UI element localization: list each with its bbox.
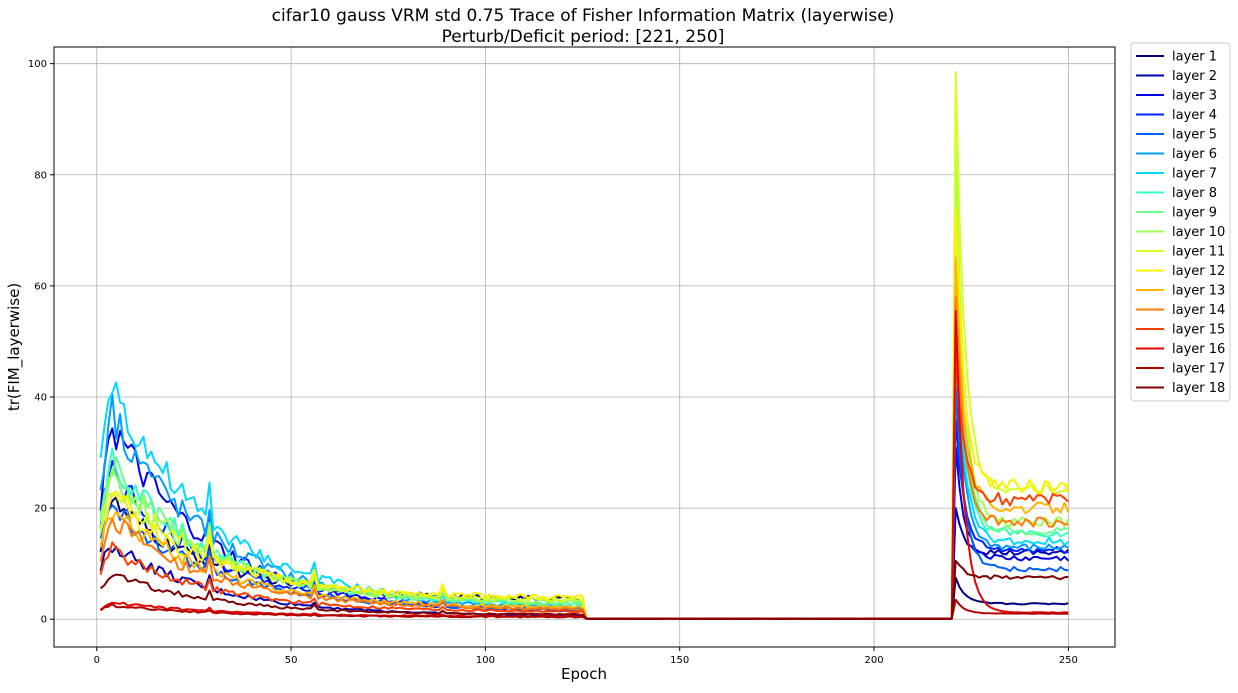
y-tick-label: 20 (34, 504, 47, 515)
y-tick-label: 0 (41, 615, 47, 626)
y-tick-label: 80 (34, 170, 47, 181)
axis-ticks: 0 50 100 150 200 250 0 20 40 60 80 100 (28, 59, 1078, 666)
legend-label-layer-15: layer 15 (1172, 323, 1225, 338)
series-line-layer-18 (99, 559, 1069, 620)
y-tick-label: 100 (28, 59, 47, 70)
y-tick-label: 40 (34, 393, 47, 404)
legend: layer 1 layer 2 layer 3 layer 4 layer 5 layer… (1130, 42, 1231, 402)
legend-label-layer-6: layer 6 (1172, 147, 1217, 162)
x-tick-label: 200 (864, 655, 883, 666)
y-axis-label: tr(FIM_layerwise) (5, 283, 24, 411)
plot-area-frame (53, 46, 1116, 648)
legend-label-layer-17: layer 17 (1172, 362, 1225, 377)
legend-label-layer-3: layer 3 (1172, 89, 1217, 104)
legend-label-layer-18: layer 18 (1172, 381, 1225, 396)
legend-frame (1130, 42, 1231, 402)
legend-label-layer-4: layer 4 (1172, 108, 1217, 123)
legend-label-layer-13: layer 13 (1172, 284, 1225, 299)
y-tick-label: 60 (34, 281, 47, 292)
x-tick-label: 250 (1059, 655, 1078, 666)
series-lines (99, 71, 1070, 620)
legend-label-layer-7: layer 7 (1172, 167, 1217, 182)
legend-label-layer-16: layer 16 (1172, 342, 1225, 357)
legend-label-layer-1: layer 1 (1172, 50, 1217, 65)
legend-label-layer-10: layer 10 (1172, 225, 1225, 240)
x-tick-label: 150 (670, 655, 689, 666)
x-tick-label: 0 (94, 655, 100, 666)
x-axis-label: Epoch (561, 665, 607, 683)
x-tick-label: 100 (476, 655, 495, 666)
legend-label-layer-12: layer 12 (1172, 264, 1225, 279)
x-tick-label: 50 (285, 655, 298, 666)
legend-label-layer-5: layer 5 (1172, 128, 1217, 143)
grid-lines (54, 47, 1115, 647)
legend-label-layer-2: layer 2 (1172, 69, 1217, 84)
legend-label-layer-9: layer 9 (1172, 206, 1217, 221)
legend-label-layer-14: layer 14 (1172, 303, 1225, 318)
legend-label-layer-8: layer 8 (1172, 186, 1217, 201)
legend-label-layer-11: layer 11 (1172, 245, 1225, 260)
chart-title-line2: Perturb/Deficit period: [221, 250] (442, 27, 725, 47)
chart-title-line1: cifar10 gauss VRM std 0.75 Trace of Fish… (272, 6, 895, 26)
